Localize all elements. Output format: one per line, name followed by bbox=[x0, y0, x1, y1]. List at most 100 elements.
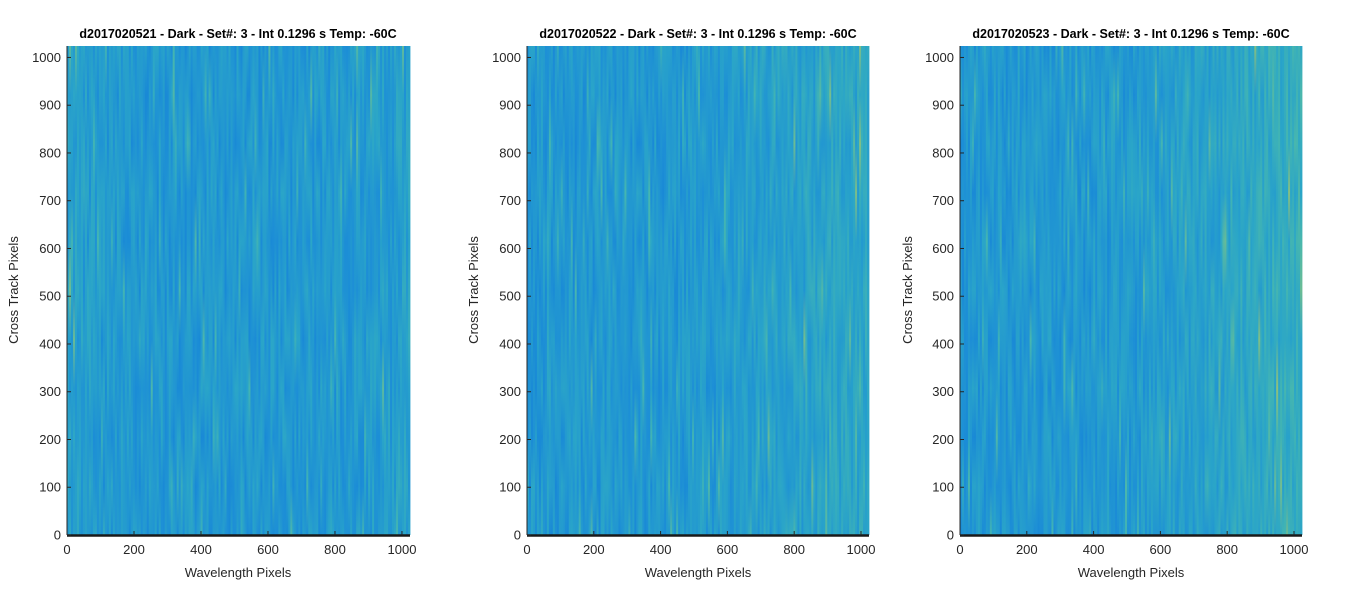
heatmap-column bbox=[1083, 46, 1086, 535]
heatmap-column bbox=[68, 46, 72, 535]
heatmap-column bbox=[296, 46, 299, 535]
heatmap-column bbox=[552, 46, 556, 535]
heatmap-column bbox=[128, 46, 132, 535]
heatmap-column bbox=[234, 46, 237, 535]
heatmap-column bbox=[108, 46, 112, 535]
heatmap-column bbox=[845, 46, 848, 535]
heatmap-column bbox=[178, 46, 182, 535]
heatmap-column bbox=[334, 46, 337, 535]
heatmap-column bbox=[284, 46, 287, 535]
heatmap-column bbox=[162, 46, 166, 535]
heatmap-column bbox=[717, 46, 721, 535]
heatmap-column bbox=[1176, 46, 1180, 535]
heatmap-column bbox=[1222, 46, 1225, 535]
heatmap-column bbox=[765, 46, 768, 535]
heatmap-column bbox=[120, 46, 124, 535]
heatmap-column bbox=[1262, 46, 1265, 535]
heatmap-column bbox=[1125, 46, 1128, 535]
heatmap-column bbox=[272, 46, 275, 535]
heatmap-column bbox=[1258, 46, 1261, 535]
heatmap-column bbox=[1087, 46, 1090, 535]
y-tick-label: 600 bbox=[39, 241, 61, 256]
heatmap-column bbox=[703, 46, 707, 535]
heatmap-column bbox=[1138, 46, 1142, 535]
heatmap-column bbox=[1037, 46, 1040, 535]
heatmap-column bbox=[164, 46, 168, 535]
heatmap-column bbox=[1242, 46, 1245, 535]
heatmap-column bbox=[1190, 46, 1194, 535]
panel-3-xlabel: Wavelength Pixels bbox=[1078, 565, 1185, 580]
heatmap-column bbox=[204, 46, 207, 535]
heatmap-column bbox=[1208, 46, 1211, 535]
heatmap-column bbox=[767, 46, 770, 535]
heatmap-column bbox=[1031, 46, 1034, 535]
heatmap-column bbox=[118, 46, 122, 535]
heatmap-column bbox=[973, 46, 977, 535]
heatmap-column bbox=[308, 46, 311, 535]
heatmap-column bbox=[761, 46, 765, 535]
heatmap-column bbox=[1292, 46, 1295, 535]
heatmap-column bbox=[370, 46, 373, 535]
heatmap-column bbox=[584, 46, 588, 535]
heatmap-column bbox=[1264, 46, 1267, 535]
heatmap-column bbox=[344, 46, 347, 535]
panel-2-xlabel: Wavelength Pixels bbox=[645, 565, 752, 580]
heatmap-column bbox=[688, 46, 691, 535]
heatmap-column bbox=[394, 46, 397, 535]
heatmap-column bbox=[76, 46, 80, 535]
heatmap-column bbox=[398, 46, 401, 535]
x-tick-label: 400 bbox=[1083, 542, 1105, 557]
y-tick-label: 0 bbox=[54, 528, 61, 543]
heatmap-column bbox=[104, 46, 108, 535]
heatmap-column bbox=[1047, 46, 1050, 535]
heatmap-column bbox=[1196, 46, 1200, 535]
panel-3-axes: 0 200 400 600 800 1000 0 100 200 300 400 500 600 700 8… bbox=[925, 46, 1308, 557]
x-tick-label: 400 bbox=[190, 542, 212, 557]
heatmap-column bbox=[1244, 46, 1247, 535]
heatmap-column bbox=[1105, 46, 1108, 535]
heatmap-column bbox=[614, 46, 617, 535]
heatmap-column bbox=[1005, 46, 1009, 535]
heatmap-column bbox=[1206, 46, 1209, 535]
heatmap-column bbox=[114, 46, 118, 535]
heatmap-column bbox=[1158, 46, 1162, 535]
heatmap-column bbox=[1256, 46, 1259, 535]
heatmap-column bbox=[835, 46, 838, 535]
x-tick-label: 1000 bbox=[1280, 542, 1309, 557]
y-tick-label: 100 bbox=[932, 480, 954, 495]
x-tick-label: 400 bbox=[650, 542, 672, 557]
heatmap-column bbox=[737, 46, 741, 535]
heatmap-column bbox=[346, 46, 349, 535]
heatmap-column bbox=[566, 46, 570, 535]
y-tick-label: 800 bbox=[39, 145, 61, 160]
heatmap-column bbox=[358, 46, 361, 535]
heatmap-column bbox=[1021, 46, 1025, 535]
heatmap-column bbox=[1294, 46, 1297, 535]
heatmap-column bbox=[1131, 46, 1134, 535]
heatmap-column bbox=[290, 46, 293, 535]
heatmap-column bbox=[763, 46, 767, 535]
heatmap-column bbox=[1085, 46, 1088, 535]
heatmap-column bbox=[771, 46, 774, 535]
heatmap-column bbox=[578, 46, 582, 535]
heatmap-column bbox=[1162, 46, 1166, 535]
heatmap-column bbox=[608, 46, 611, 535]
heatmap-column bbox=[600, 46, 603, 535]
heatmap-column bbox=[859, 46, 862, 535]
heatmap-column bbox=[1075, 46, 1078, 535]
heatmap-column bbox=[694, 46, 697, 535]
heatmap-column bbox=[130, 46, 134, 535]
heatmap-column bbox=[632, 46, 635, 535]
heatmap-column bbox=[977, 46, 981, 535]
heatmap-column bbox=[1003, 46, 1007, 535]
heatmap-column bbox=[861, 46, 864, 535]
heatmap-column bbox=[354, 46, 357, 535]
heatmap-column bbox=[729, 46, 733, 535]
heatmap-column bbox=[588, 46, 592, 535]
heatmap-column bbox=[384, 46, 387, 535]
heatmap-column bbox=[562, 46, 566, 535]
heatmap-column bbox=[853, 46, 856, 535]
heatmap-column bbox=[226, 46, 229, 535]
heatmap-column bbox=[799, 46, 802, 535]
heatmap-column bbox=[1061, 46, 1064, 535]
